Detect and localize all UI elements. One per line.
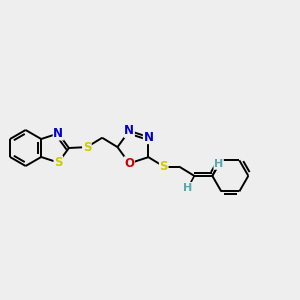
Text: H: H xyxy=(183,183,193,193)
Text: N: N xyxy=(143,130,153,143)
Text: H: H xyxy=(214,159,223,169)
Text: N: N xyxy=(124,124,134,137)
Text: O: O xyxy=(124,157,134,170)
Text: N: N xyxy=(53,127,63,140)
Text: S: S xyxy=(54,156,63,169)
Text: S: S xyxy=(82,141,91,154)
Text: S: S xyxy=(160,160,168,173)
